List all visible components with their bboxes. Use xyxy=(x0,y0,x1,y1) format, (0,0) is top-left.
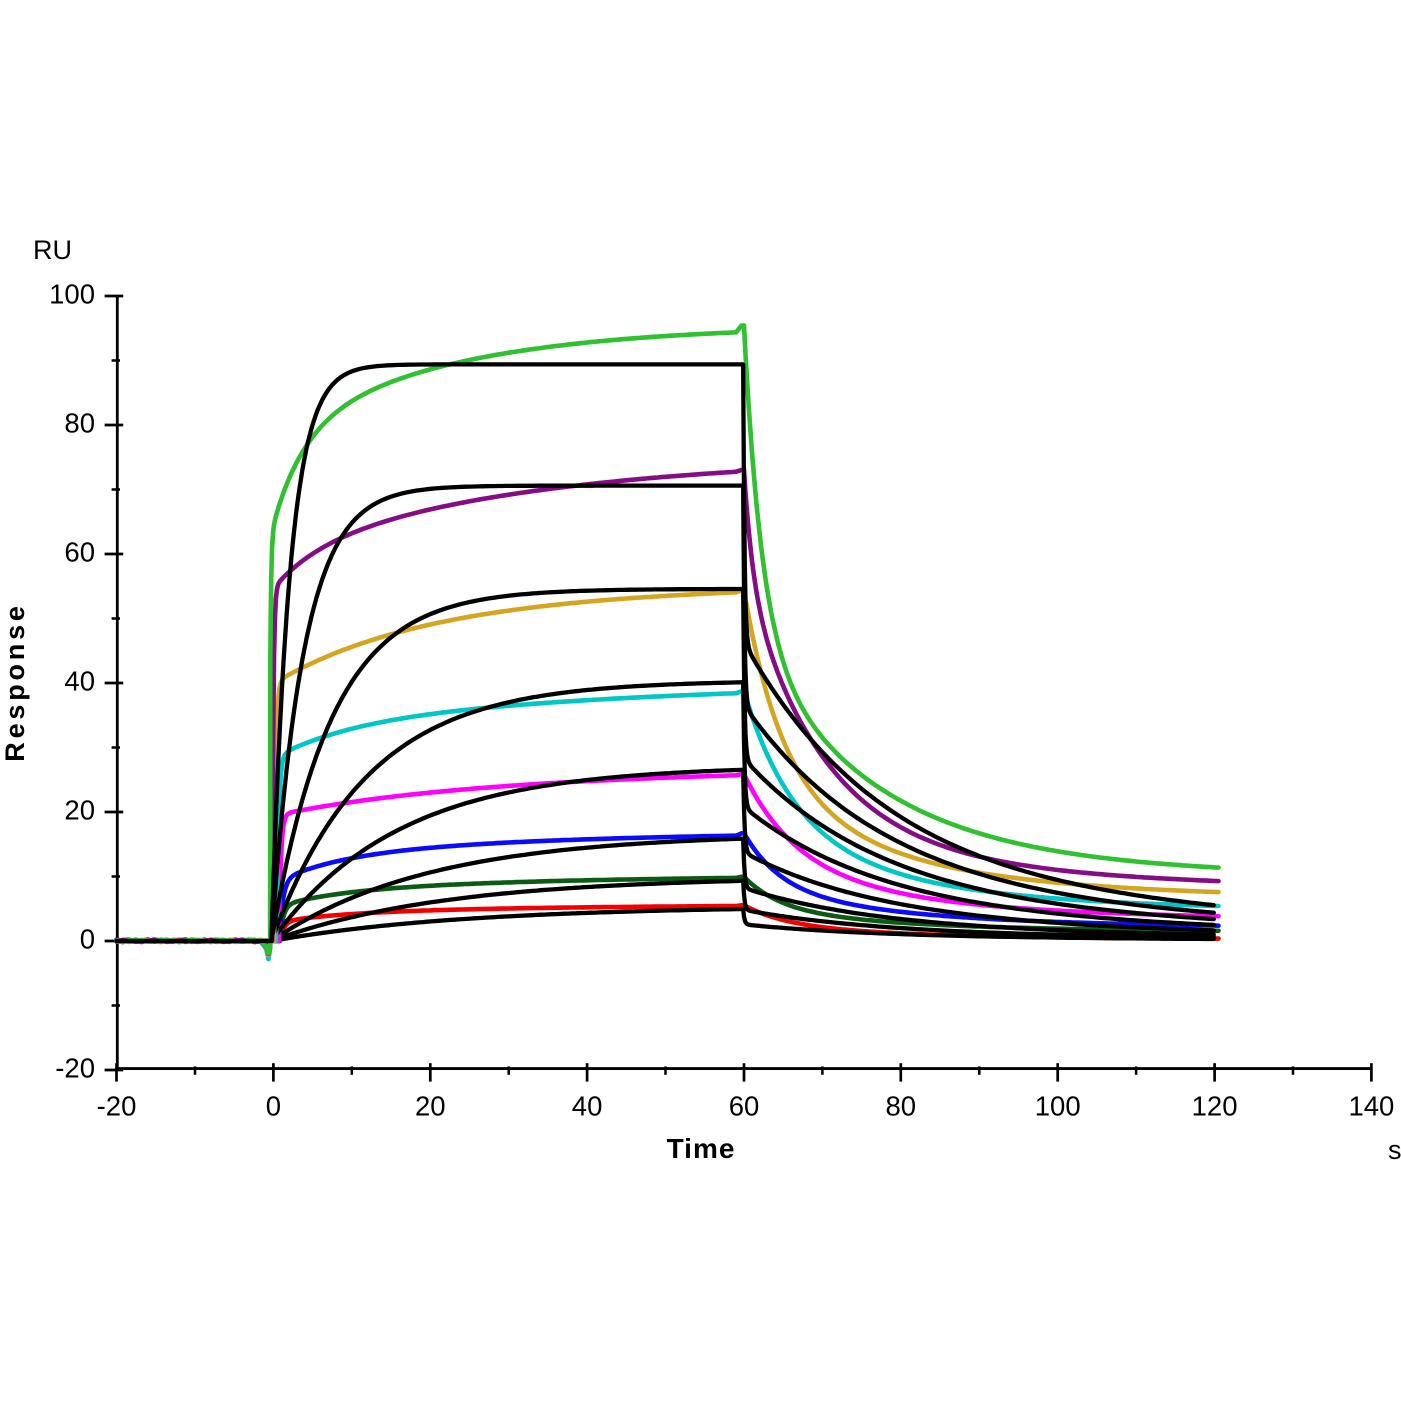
svg-text:-20: -20 xyxy=(97,1091,137,1122)
svg-text:0: 0 xyxy=(80,923,95,954)
svg-text:100: 100 xyxy=(49,278,95,309)
svg-text:140: 140 xyxy=(1348,1091,1394,1122)
svg-text:20: 20 xyxy=(64,794,95,825)
svg-text:Response: Response xyxy=(0,602,30,761)
svg-text:0: 0 xyxy=(266,1091,281,1122)
svg-text:40: 40 xyxy=(572,1091,603,1122)
svg-text:RU: RU xyxy=(33,235,72,265)
svg-text:60: 60 xyxy=(64,536,95,567)
svg-text:100: 100 xyxy=(1035,1091,1081,1122)
svg-text:s: s xyxy=(1388,1135,1401,1165)
svg-text:-20: -20 xyxy=(55,1052,95,1083)
svg-text:80: 80 xyxy=(886,1091,917,1122)
svg-text:Time: Time xyxy=(667,1133,736,1164)
svg-text:20: 20 xyxy=(415,1091,446,1122)
svg-text:40: 40 xyxy=(64,665,95,696)
svg-text:60: 60 xyxy=(729,1091,760,1122)
svg-text:120: 120 xyxy=(1192,1091,1238,1122)
svg-text:80: 80 xyxy=(64,407,95,438)
